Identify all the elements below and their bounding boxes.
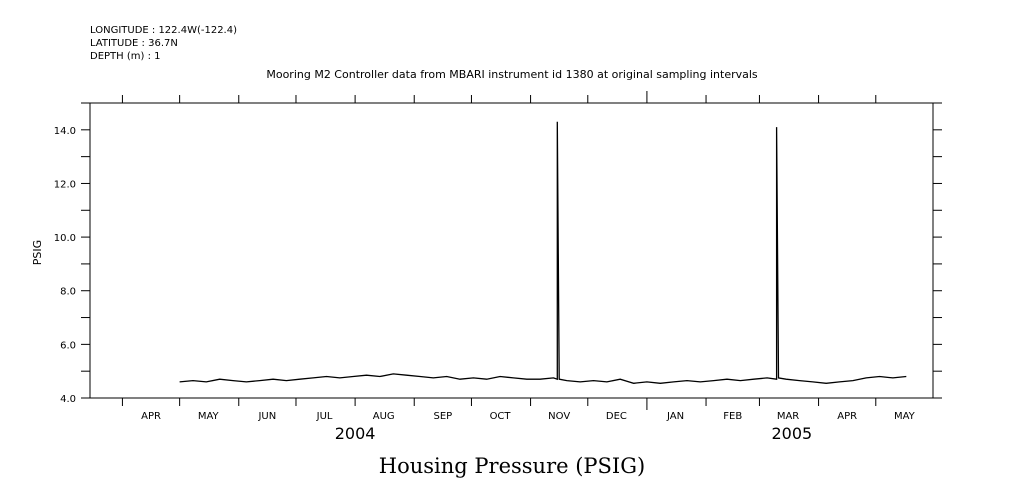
chart-title: Mooring M2 Controller data from MBARI in… bbox=[266, 68, 758, 81]
x-month-label: OCT bbox=[490, 411, 512, 422]
x-month-label: FEB bbox=[723, 411, 742, 422]
x-year-label: 2004 bbox=[335, 424, 376, 443]
x-month-label: JAN bbox=[666, 411, 684, 422]
series-line-0 bbox=[179, 121, 907, 384]
x-month-label: AUG bbox=[373, 411, 395, 422]
x-month-label: APR bbox=[837, 411, 857, 422]
y-tick-label: 4.0 bbox=[60, 394, 76, 405]
x-month-label: SEP bbox=[433, 411, 452, 422]
y-tick-label: 6.0 bbox=[60, 340, 76, 351]
x-axis-title: Housing Pressure (PSIG) bbox=[378, 454, 646, 478]
y-tick-label: 14.0 bbox=[54, 126, 76, 137]
y-axis-title: PSIG bbox=[31, 240, 44, 265]
x-month-label: APR bbox=[141, 411, 161, 422]
x-month-label: MAR bbox=[777, 411, 799, 422]
x-month-label: DEC bbox=[606, 411, 627, 422]
x-month-label: JUN bbox=[257, 411, 276, 422]
x-month-label: NOV bbox=[548, 411, 570, 422]
x-month-label: JUL bbox=[316, 411, 333, 422]
depth-label: DEPTH (m) : 1 bbox=[90, 51, 161, 62]
x-month-label: MAY bbox=[894, 411, 916, 422]
y-tick-label: 8.0 bbox=[60, 287, 76, 298]
series-layer bbox=[179, 121, 907, 384]
longitude-label: LONGITUDE : 122.4W(-122.4) bbox=[90, 25, 237, 36]
latitude-label: LATITUDE : 36.7N bbox=[90, 38, 178, 49]
y-tick-label: 12.0 bbox=[54, 179, 76, 190]
axes-layer: 4.0 6.0 8.0 10.0 12.0 14.0 PSIG APR MAY JUN JUL AUG… bbox=[31, 91, 942, 443]
plot-frame bbox=[89, 102, 934, 399]
y-tick-label: 10.0 bbox=[54, 233, 76, 244]
x-month-label: MAY bbox=[198, 411, 220, 422]
x-year-label: 2005 bbox=[772, 424, 813, 443]
